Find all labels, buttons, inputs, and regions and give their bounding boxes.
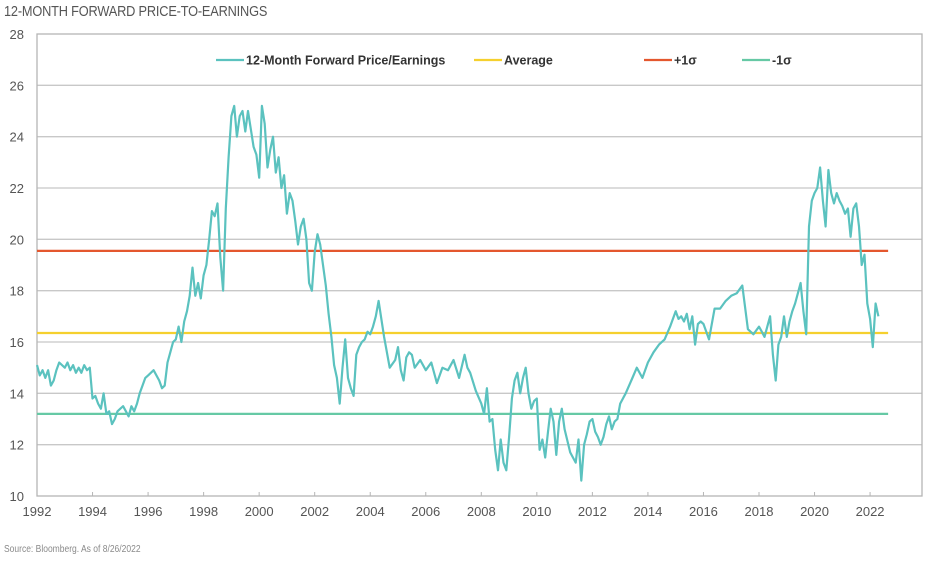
x-tick-label: 1996	[134, 504, 163, 519]
legend-label: Average	[504, 54, 553, 68]
y-tick-label: 28	[10, 27, 24, 42]
x-tick-label: 2012	[578, 504, 607, 519]
x-tick-label: 2018	[745, 504, 774, 519]
x-tick-label: 1994	[78, 504, 107, 519]
x-tick-label: 2008	[467, 504, 496, 519]
x-tick-label: 2020	[800, 504, 829, 519]
x-tick-label: 2002	[300, 504, 329, 519]
x-tick-label: 2016	[689, 504, 718, 519]
x-tick-label: 2006	[411, 504, 440, 519]
y-tick-label: 16	[10, 335, 24, 350]
plot-border	[36, 33, 923, 497]
legend-item: +1σ	[644, 54, 697, 68]
chart-title: 12-MONTH FORWARD PRICE-TO-EARNINGS	[4, 4, 268, 20]
y-tick-label: 24	[10, 130, 24, 145]
x-tick-label: 2004	[356, 504, 385, 519]
y-tick-label: 10	[10, 489, 24, 504]
plot-frame	[36, 33, 923, 497]
legend-label: 12-Month Forward Price/Earnings	[246, 54, 445, 68]
reference-lines	[37, 249, 889, 415]
x-axis: 1992 1994 1996 1998 2000 2002 2004 2006 2008 2010…	[23, 492, 885, 519]
gridlines	[37, 84, 922, 446]
y-tick-label: 20	[10, 232, 24, 247]
y-tick-label: 26	[10, 78, 24, 93]
x-tick-label: 1998	[189, 504, 218, 519]
x-tick-label: 2000	[245, 504, 274, 519]
x-tick-label: 2022	[856, 504, 885, 519]
y-tick-label: 22	[10, 181, 24, 196]
series-line-forward-pe	[35, 104, 880, 482]
y-axis: 10 12 14 16 18 20 22 24 26 28	[10, 27, 24, 504]
legend: 12-Month Forward Price/Earnings Average +1…	[216, 54, 792, 68]
source-note: Source: Bloomberg. As of 8/26/2022	[4, 544, 141, 555]
legend-label: +1σ	[674, 54, 697, 68]
x-tick-label: 2010	[522, 504, 551, 519]
y-tick-label: 18	[10, 284, 24, 299]
series-group	[35, 0, 887, 482]
legend-label: -1σ	[772, 54, 792, 68]
legend-item: 12-Month Forward Price/Earnings	[216, 54, 445, 68]
y-tick-label: 14	[10, 386, 24, 401]
legend-item: -1σ	[742, 54, 792, 68]
y-tick-label: 12	[10, 438, 24, 453]
x-tick-label: 1992	[23, 504, 52, 519]
legend-item: Average	[474, 54, 553, 68]
x-tick-label: 2014	[633, 504, 662, 519]
